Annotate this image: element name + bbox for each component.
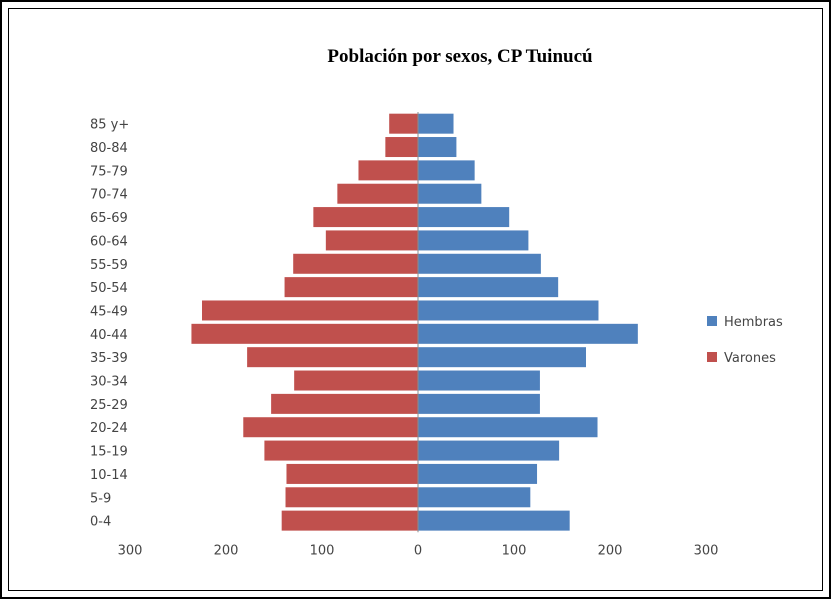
- bar-varones-10-14: [286, 463, 418, 484]
- bar-varones-75-79: [358, 160, 418, 181]
- bar-hembras-65-69: [418, 207, 510, 228]
- x-tick-label: 200: [598, 543, 623, 558]
- x-tick-label: 200: [214, 543, 239, 558]
- category-label: 40-44: [90, 328, 128, 343]
- bar-hembras-0-4: [418, 510, 570, 531]
- legend: Hembras Varones: [707, 315, 783, 366]
- bar-hembras-25-29: [418, 393, 540, 414]
- bar-hembras-10-14: [418, 463, 538, 484]
- legend-swatch-varones: [707, 352, 717, 362]
- bar-hembras-60-64: [418, 230, 529, 251]
- bar-hembras-45-49: [418, 300, 599, 321]
- legend-label-hembras: Hembras: [724, 315, 783, 330]
- bar-varones-15-19: [264, 440, 418, 461]
- chart-title: Población por sexos, CP Tuinucú: [327, 46, 593, 67]
- category-label: 85 y+: [90, 118, 129, 133]
- category-label: 60-64: [90, 234, 128, 249]
- category-label: 45-49: [90, 304, 128, 319]
- x-tick-label: 0: [414, 543, 422, 558]
- category-label: 55-59: [90, 258, 128, 273]
- bar-varones-25-29: [271, 393, 418, 414]
- category-label: 70-74: [90, 188, 128, 203]
- category-label: 0-4: [90, 515, 111, 530]
- x-tick-label: 300: [118, 543, 143, 558]
- bar-hembras-20-24: [418, 417, 598, 438]
- bar-hembras-85 y+: [418, 113, 454, 134]
- category-label: 65-69: [90, 211, 128, 226]
- category-label: 20-24: [90, 421, 128, 436]
- legend-swatch-hembras: [707, 316, 717, 326]
- bar-varones-5-9: [285, 487, 418, 508]
- bar-hembras-80-84: [418, 137, 457, 158]
- bars-group: [191, 113, 638, 531]
- category-label: 5-9: [90, 491, 111, 506]
- bar-hembras-50-54: [418, 277, 559, 298]
- bar-hembras-35-39: [418, 347, 586, 368]
- bar-hembras-30-34: [418, 370, 540, 391]
- chart-inner-border: [8, 8, 823, 591]
- bar-varones-65-69: [313, 207, 418, 228]
- bar-varones-80-84: [385, 137, 418, 158]
- category-label: 25-29: [90, 398, 128, 413]
- category-labels: 0-4 5-9 10-14 15-19 20-24 25-29 30-34 35-39 40-4…: [90, 118, 129, 530]
- x-tick-labels: 300 200 100 0 100 200 300: [118, 543, 719, 558]
- bar-varones-35-39: [247, 347, 418, 368]
- category-label: 75-79: [90, 164, 128, 179]
- bar-varones-20-24: [243, 417, 418, 438]
- category-label: 50-54: [90, 281, 128, 296]
- bar-varones-40-44: [191, 323, 418, 344]
- category-label: 10-14: [90, 468, 128, 483]
- category-label: 30-34: [90, 375, 128, 390]
- x-tick-label: 100: [502, 543, 527, 558]
- bar-varones-55-59: [293, 253, 418, 274]
- legend-label-varones: Varones: [724, 351, 776, 366]
- bar-varones-85 y+: [389, 113, 418, 134]
- bar-hembras-55-59: [418, 253, 541, 274]
- bar-varones-45-49: [202, 300, 418, 321]
- x-tick-label: 100: [310, 543, 335, 558]
- bar-varones-30-34: [294, 370, 418, 391]
- bar-varones-60-64: [325, 230, 418, 251]
- category-label: 35-39: [90, 351, 128, 366]
- bar-hembras-15-19: [418, 440, 560, 461]
- category-label: 80-84: [90, 141, 128, 156]
- bar-varones-0-4: [281, 510, 418, 531]
- bar-varones-70-74: [337, 183, 418, 204]
- category-label: 15-19: [90, 445, 128, 460]
- bar-hembras-75-79: [418, 160, 475, 181]
- bar-hembras-5-9: [418, 487, 531, 508]
- bar-hembras-40-44: [418, 323, 638, 344]
- bar-varones-50-54: [284, 277, 418, 298]
- bar-hembras-70-74: [418, 183, 482, 204]
- x-tick-label: 300: [694, 543, 719, 558]
